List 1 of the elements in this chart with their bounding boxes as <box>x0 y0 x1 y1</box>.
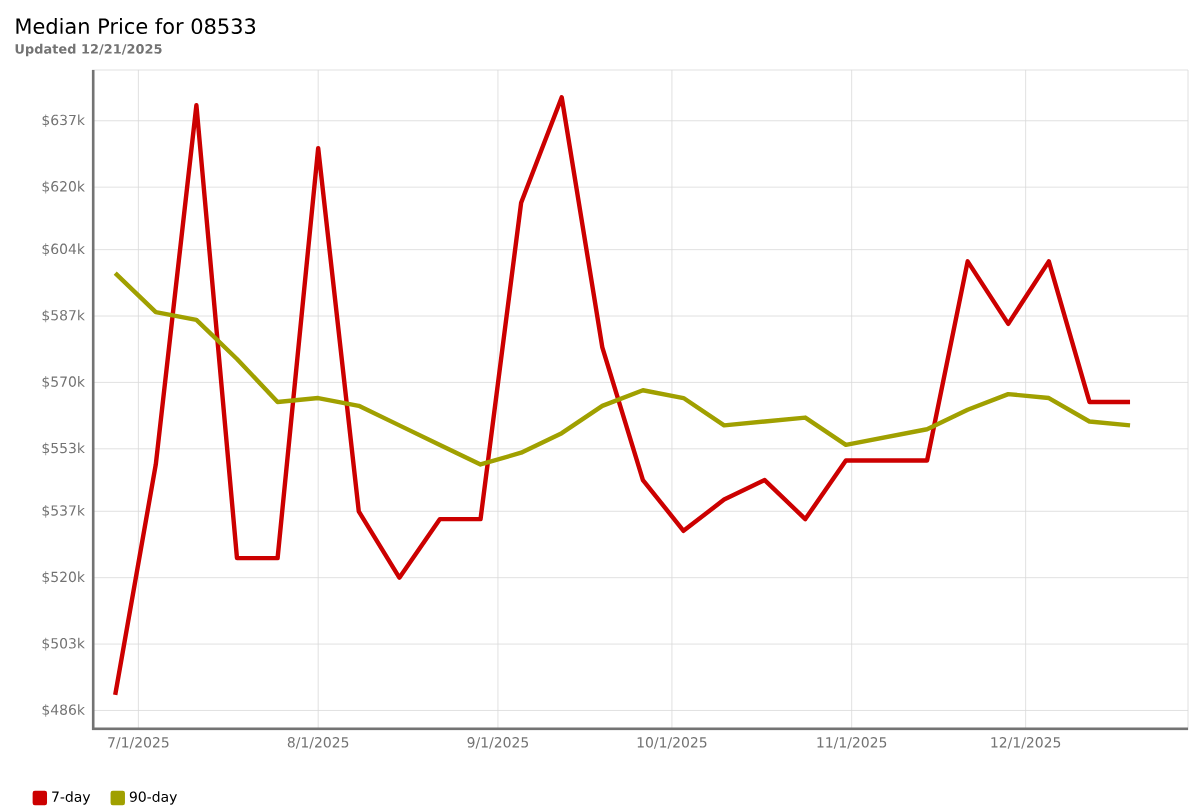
chart-title: Median Price for 08533 <box>16 17 256 34</box>
